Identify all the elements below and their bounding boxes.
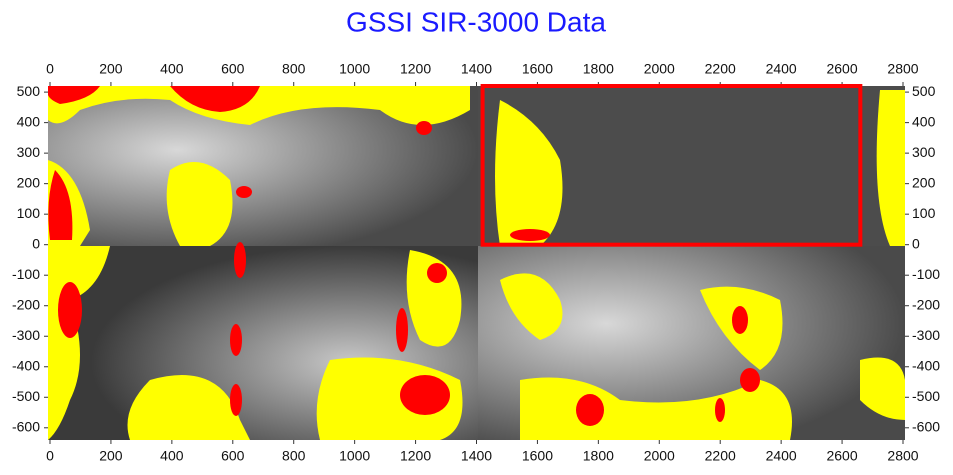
x-tick-label-bottom: 2400 — [766, 448, 797, 464]
x-tick-label-top: 2200 — [705, 61, 736, 77]
x-tick-label-bottom: 200 — [99, 448, 123, 464]
y-tick-label-left: -100 — [12, 266, 40, 282]
y-tick-label-right: -200 — [912, 296, 940, 312]
x-tick-label-bottom: 400 — [160, 448, 184, 464]
x-tick-label-bottom: 1800 — [583, 448, 614, 464]
x-tick-label-top: 1000 — [339, 61, 370, 77]
y-tick-label-right: -500 — [912, 388, 940, 404]
x-tick-label-top: 800 — [282, 61, 306, 77]
x-tick-label-bottom: 1200 — [400, 448, 431, 464]
y-tick-label-left: -500 — [12, 388, 40, 404]
x-tick-label-top: 2800 — [887, 61, 918, 77]
y-tick-label-left: 300 — [17, 144, 41, 160]
highlight-box — [480, 84, 863, 247]
x-tick-label-top: 600 — [221, 61, 245, 77]
y-tick-label-left: 400 — [17, 113, 41, 129]
x-tick-label-bottom: 1400 — [461, 448, 492, 464]
x-tick-label-bottom: 2200 — [705, 448, 736, 464]
x-tick-label-top: 2400 — [766, 61, 797, 77]
y-tick-label-left: 200 — [17, 174, 41, 190]
x-tick-label-top: 1800 — [583, 61, 614, 77]
y-tick-label-right: -400 — [912, 357, 940, 373]
x-tick-label-bottom: 2600 — [826, 448, 857, 464]
y-tick-label-right: 0 — [912, 235, 920, 251]
y-tick-label-right: 200 — [912, 174, 936, 190]
y-tick-label-left: -600 — [12, 418, 40, 434]
x-tick-label-top: 200 — [99, 61, 123, 77]
y-tick-label-right: 400 — [912, 113, 936, 129]
x-tick-label-bottom: 1600 — [522, 448, 553, 464]
x-tick-label-top: 1200 — [400, 61, 431, 77]
y-tick-label-right: -600 — [912, 418, 940, 434]
y-tick-label-left: 500 — [17, 83, 41, 99]
x-tick-label-bottom: 2800 — [887, 448, 918, 464]
y-tick-label-left: 0 — [32, 235, 40, 251]
map — [48, 86, 905, 440]
x-tick-label-top: 1600 — [522, 61, 553, 77]
chart-title: GSSI SIR-3000 Data — [346, 6, 606, 37]
y-tick-label-right: -300 — [912, 327, 940, 343]
y-tick-label-right: -100 — [912, 266, 940, 282]
x-tick-label-top: 0 — [46, 61, 54, 77]
x-tick-label-top: 1400 — [461, 61, 492, 77]
x-tick-label-bottom: 2000 — [644, 448, 675, 464]
red-regions — [48, 86, 760, 426]
y-tick-label-left: -300 — [12, 327, 40, 343]
x-tick-label-top: 2600 — [826, 61, 857, 77]
x-tick-label-bottom: 0 — [46, 448, 54, 464]
x-tick-label-top: 400 — [160, 61, 184, 77]
x-tick-label-bottom: 800 — [282, 448, 306, 464]
yellow-regions — [48, 86, 905, 440]
y-tick-label-right: 500 — [912, 83, 936, 99]
y-tick-label-left: -200 — [12, 296, 40, 312]
x-tick-label-bottom: 1000 — [339, 448, 370, 464]
y-tick-label-left: 100 — [17, 205, 41, 221]
y-tick-label-right: 300 — [912, 144, 936, 160]
x-tick-label-bottom: 600 — [221, 448, 245, 464]
y-tick-label-left: -400 — [12, 357, 40, 373]
x-tick-label-top: 2000 — [644, 61, 675, 77]
y-tick-label-right: 100 — [912, 205, 936, 221]
